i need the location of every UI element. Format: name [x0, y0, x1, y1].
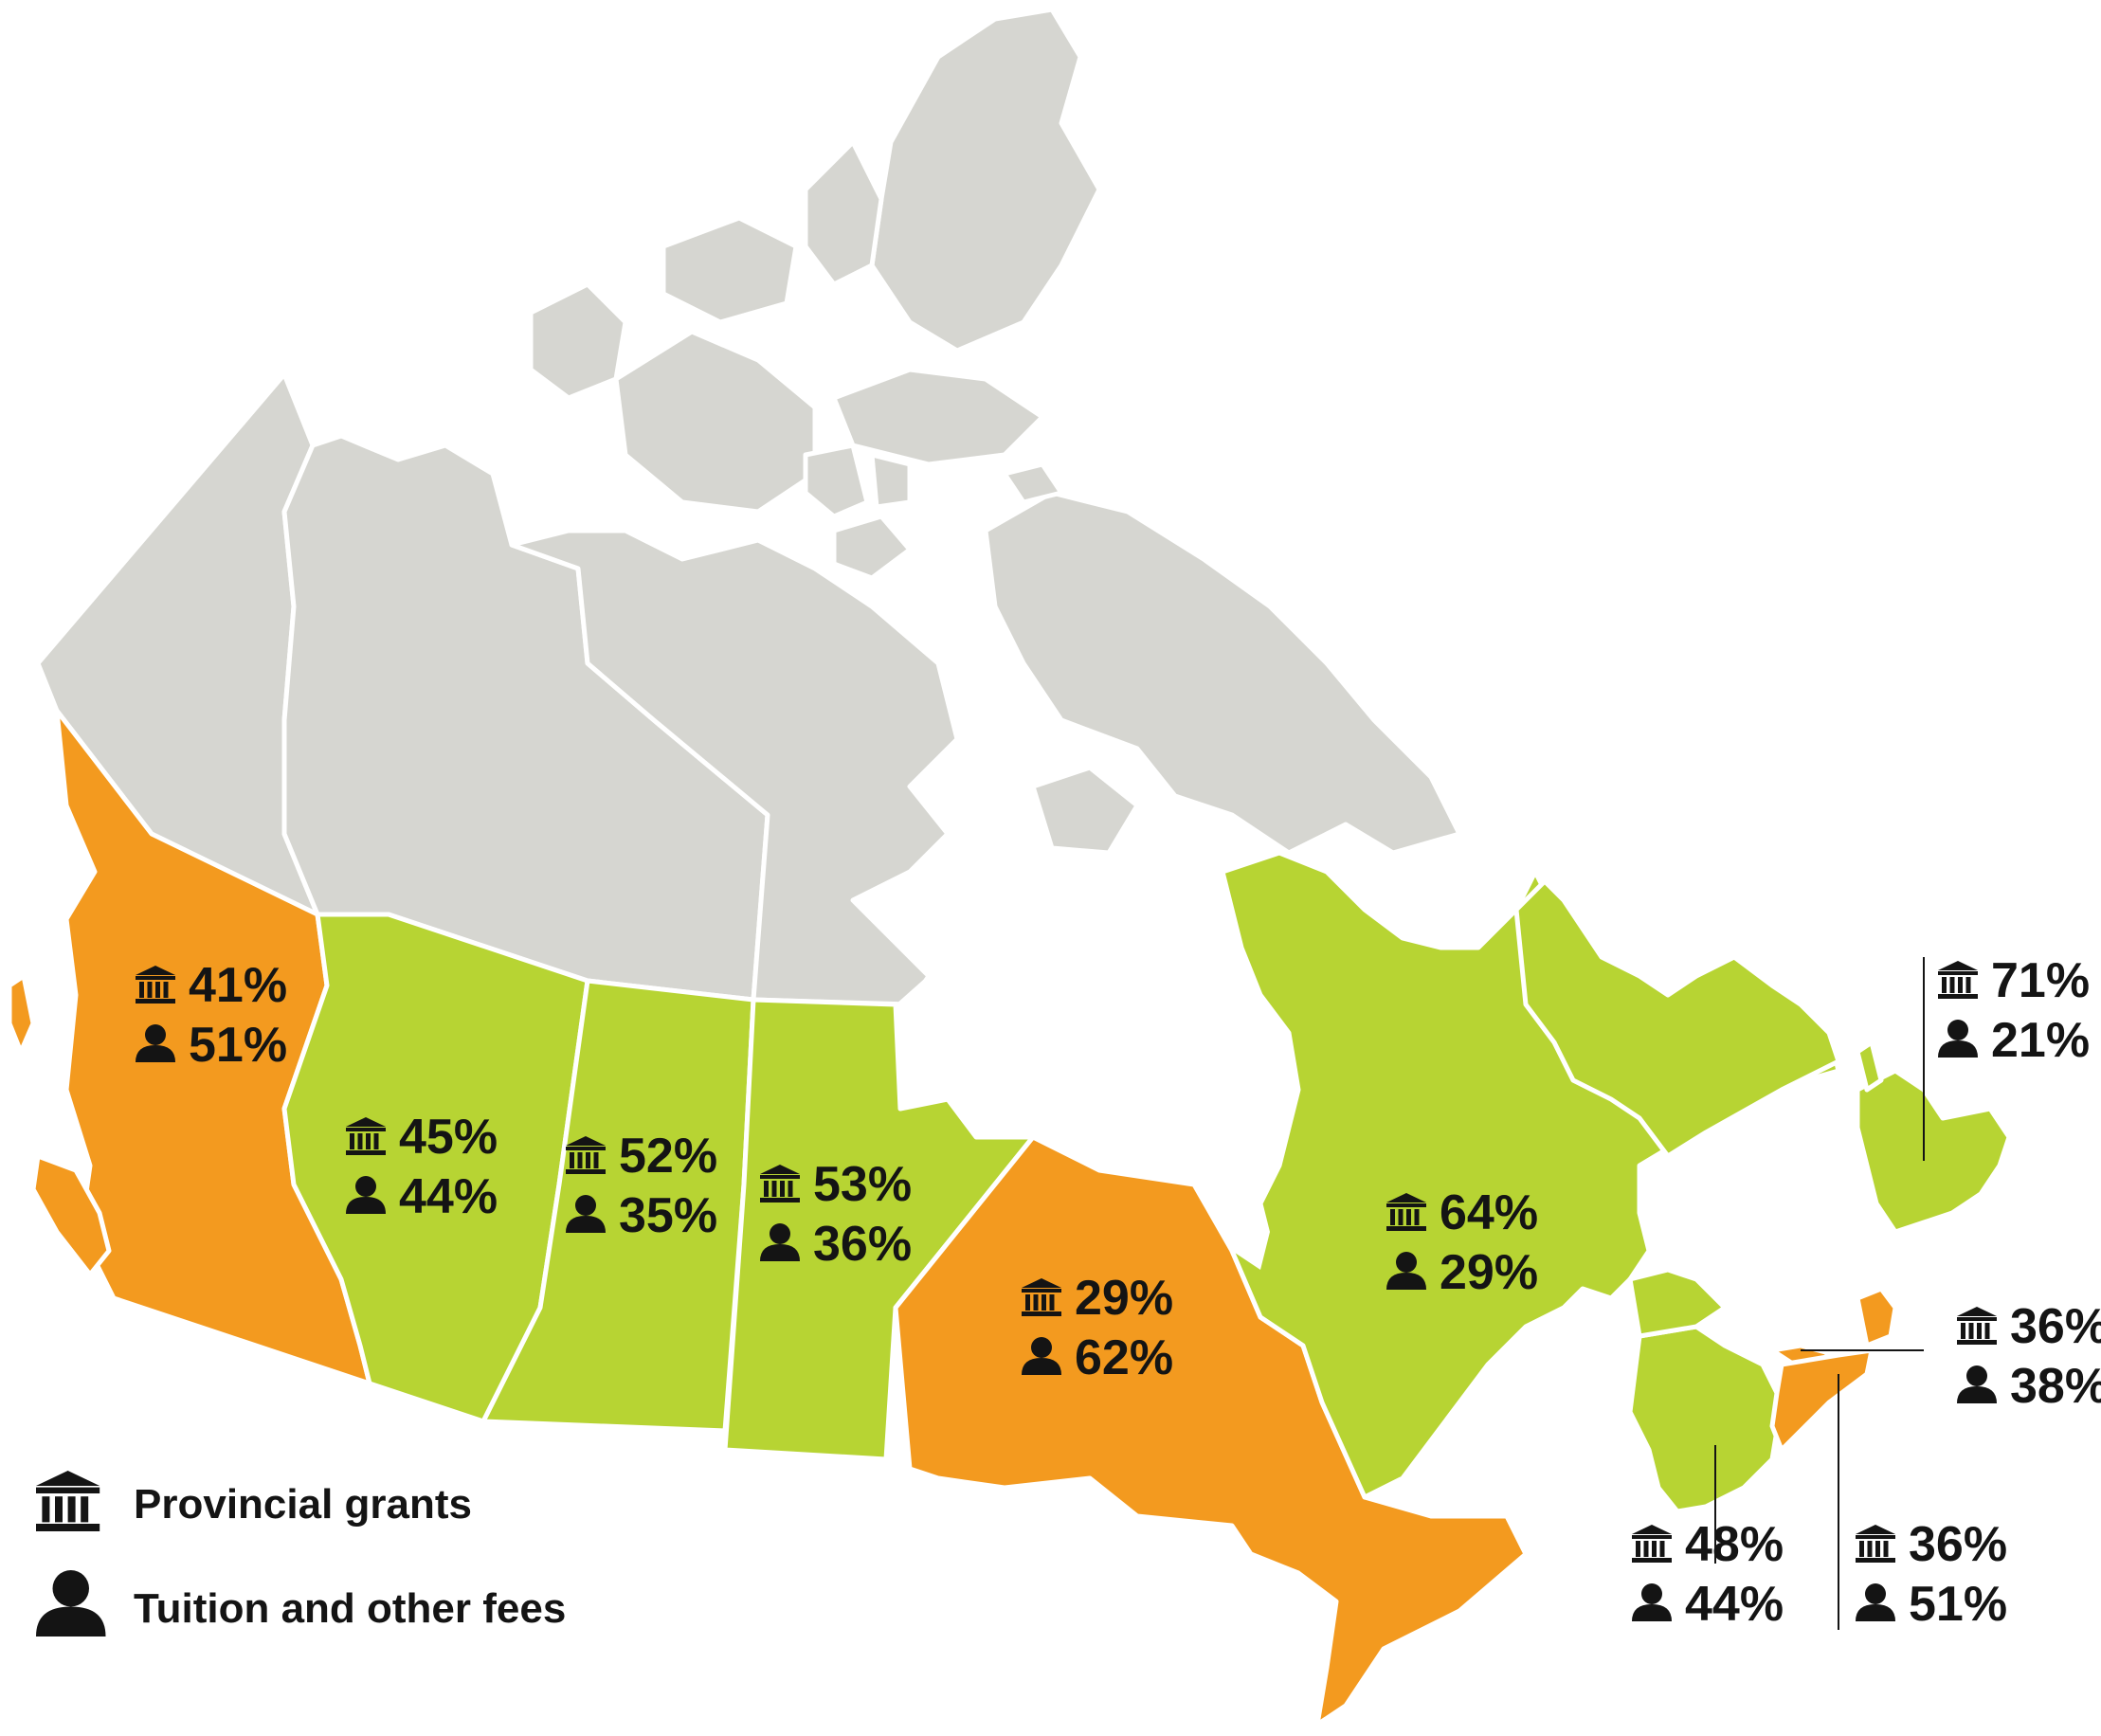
label-on: 29% 62% [1022, 1271, 1173, 1385]
label-mb: 53% 36% [760, 1157, 912, 1272]
person-icon [1632, 1583, 1672, 1621]
qc-grants-value: 64% [1440, 1185, 1538, 1240]
on-grants-value: 29% [1075, 1271, 1173, 1326]
nb-grants-value: 48% [1685, 1517, 1784, 1572]
person-icon [1957, 1365, 1997, 1403]
government-building-icon [1856, 1525, 1895, 1563]
sk-fees-value: 35% [619, 1188, 717, 1243]
nl-grants-value: 71% [1991, 953, 2090, 1008]
government-building-icon [1957, 1307, 1997, 1345]
southampton-island [1030, 765, 1140, 856]
label-nb: 48% 44% [1632, 1517, 1784, 1632]
person-icon [36, 1570, 106, 1637]
nunavut-mainland [509, 528, 960, 1007]
legend: Provincial grants Tuition and other fees [36, 1471, 566, 1637]
labrador [1513, 878, 1841, 1159]
bc-fees-value: 51% [189, 1018, 287, 1073]
government-building-icon [1632, 1525, 1672, 1563]
ns-grants-value: 36% [1909, 1517, 2007, 1572]
label-qc: 64% 29% [1386, 1185, 1538, 1300]
label-pe: 36% 38% [1957, 1299, 2101, 1414]
territories [35, 7, 1462, 1007]
leader-lines [1714, 957, 1925, 1630]
sk-grants-value: 52% [619, 1129, 717, 1184]
province-ns [1769, 1347, 1875, 1453]
label-sk: 52% 35% [566, 1129, 717, 1243]
label-ab: 45% 44% [346, 1110, 498, 1224]
baffin-island [983, 490, 1462, 856]
devon-island [831, 367, 1045, 467]
ellesmere-island [869, 7, 1102, 353]
province-nb [1627, 1324, 1784, 1514]
ab-fees-value: 44% [399, 1169, 498, 1224]
newfoundland [1855, 1068, 2012, 1235]
james-bay [1232, 1194, 1270, 1270]
legend-fees-label: Tuition and other fees [134, 1585, 566, 1632]
legend-grants-label: Provincial grants [134, 1481, 472, 1528]
gaspe-peninsula [1627, 1267, 1728, 1339]
parry-islands [661, 215, 799, 325]
label-bc: 41% 51% [136, 958, 287, 1073]
haida-gwaii [7, 973, 36, 1055]
on-fees-value: 62% [1075, 1330, 1173, 1385]
newfoundland-tip [1855, 1040, 1884, 1093]
label-ns: 36% 51% [1856, 1517, 2007, 1632]
vancouver-island [30, 1153, 112, 1277]
qc-fees-value: 29% [1440, 1245, 1538, 1300]
victoria-island [613, 329, 818, 515]
person-icon [1856, 1583, 1895, 1621]
nl-fees-value: 21% [1991, 1013, 2090, 1068]
pe-fees-value: 38% [2010, 1359, 2101, 1414]
king-william-island [831, 514, 913, 581]
banks-island [528, 281, 628, 401]
axel-heiberg-island [803, 139, 884, 287]
nb-fees-value: 44% [1685, 1577, 1784, 1632]
government-building-icon [1938, 961, 1978, 999]
ab-grants-value: 45% [399, 1110, 498, 1165]
label-nl: 71% 21% [1938, 953, 2090, 1068]
bc-grants-value: 41% [189, 958, 287, 1013]
bylot-island [1002, 461, 1064, 505]
hudson-bay [896, 910, 1298, 1251]
somerset-island [869, 452, 913, 510]
ns-fees-value: 51% [1909, 1577, 2007, 1632]
mb-fees-value: 36% [813, 1217, 912, 1272]
person-icon [1938, 1020, 1978, 1058]
government-building-icon [36, 1471, 100, 1531]
prince-of-wales-island [803, 443, 870, 519]
mb-grants-value: 53% [813, 1157, 912, 1212]
pe-grants-value: 36% [2010, 1299, 2101, 1354]
cape-breton [1855, 1286, 1898, 1348]
